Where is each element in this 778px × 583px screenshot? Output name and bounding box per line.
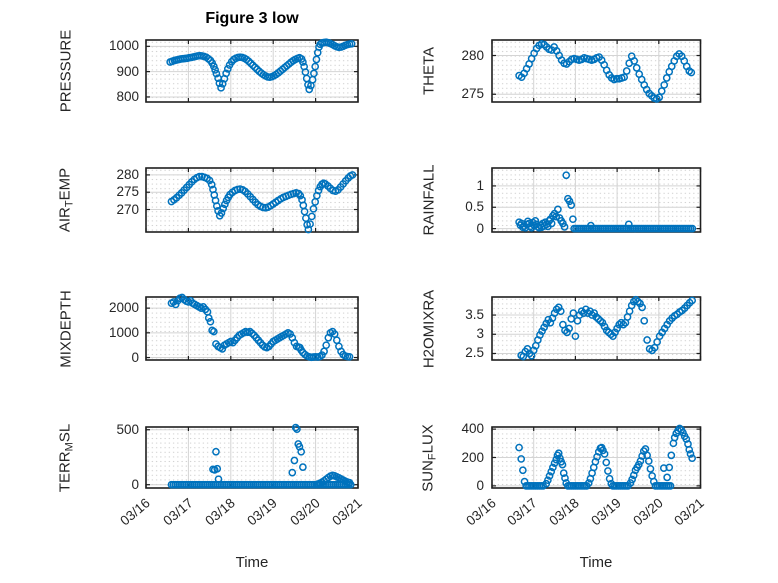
sun_flux-ylabel-part: LUX — [419, 423, 437, 453]
rainfall-ytick-label: 1 — [476, 177, 484, 193]
h2omixra-scatter-points — [516, 295, 696, 361]
air_temp-ytick-label: 275 — [116, 184, 139, 200]
terr_msl-ylabel-part: TERR — [56, 450, 74, 492]
sun_flux-xtick-label: 03/20 — [629, 495, 666, 529]
sun_flux-ylabel-part: F — [426, 452, 439, 460]
sun_flux-xtick-label: 03/21 — [671, 495, 707, 529]
theta-plot — [490, 39, 701, 103]
theta-ylabel-part: THETA — [420, 46, 438, 96]
theta-ylabel: THETA — [421, 47, 438, 95]
sun_flux-ylabel-part: SUN — [419, 459, 437, 492]
sun_flux-xtick-label: 03/19 — [588, 495, 624, 529]
rainfall-plot — [490, 167, 701, 233]
sun_flux-ytick-label: 400 — [461, 421, 484, 437]
terr_msl-xtick-label: 03/16 — [117, 495, 153, 529]
air_temp-plot — [145, 167, 359, 234]
axes-box — [145, 296, 359, 361]
pressure-plot — [145, 38, 359, 103]
axes-box — [490, 39, 701, 103]
terr_msl-xtick-label: 03/17 — [159, 495, 196, 529]
mixdepth-plot — [145, 293, 359, 362]
sun_flux-xtick-label: 03/16 — [462, 495, 499, 529]
rainfall-ylabel-part: RAINFALL — [420, 164, 438, 236]
terr_msl-xtick-label: 03/19 — [244, 495, 281, 529]
axes-box — [145, 39, 359, 103]
air_temp-ylabel-part: EMP — [56, 167, 74, 201]
air_temp-ytick-label: 280 — [116, 166, 139, 182]
axes-box — [490, 426, 701, 489]
pressure-ytick-label: 800 — [116, 88, 139, 104]
pressure-ytick-label: 900 — [116, 63, 139, 79]
air_temp-ylabel-part: AIR — [56, 207, 74, 233]
terr_msl-plot — [145, 423, 359, 489]
rainfall-scatter-points — [514, 171, 696, 233]
sun_flux-ylabel: SUNFLUX — [420, 424, 439, 492]
x-axis-label-right: Time — [579, 554, 613, 571]
terr_msl-ytick-label: 500 — [116, 421, 139, 437]
axes-box — [145, 167, 359, 233]
rainfall-ytick-label: 0.5 — [465, 199, 484, 215]
terr_msl-xtick-label: 03/18 — [202, 495, 238, 529]
sun_flux-scatter-points — [514, 424, 696, 490]
pressure-ytick-label: 1000 — [108, 38, 139, 54]
air_temp-ytick-label: 270 — [116, 201, 139, 217]
mixdepth-ylabel-part: MIXDEPTH — [57, 289, 75, 368]
h2omixra-ylabel: H2OMIXRA — [421, 289, 438, 367]
h2omixra-plot — [490, 295, 701, 361]
rainfall-ylabel: RAINFALL — [421, 165, 438, 236]
pressure-scatter-points — [166, 38, 356, 94]
theta-ytick-label: 275 — [461, 86, 484, 102]
h2omixra-ytick-label: 3 — [476, 326, 484, 342]
minor-grid — [147, 41, 357, 101]
axes-box — [490, 296, 701, 361]
mixdepth-ytick-label: 0 — [131, 349, 139, 365]
figure-title: Figure 3 low — [205, 10, 299, 27]
sun_flux-ytick-label: 200 — [461, 449, 484, 465]
air_temp-ylabel: AIRTEMP — [57, 168, 76, 232]
air_temp-scatter-points — [167, 171, 357, 234]
rainfall-ytick-label: 0 — [476, 220, 484, 236]
terr_msl-ytick-label: 0 — [131, 476, 139, 492]
theta-scatter-points — [514, 40, 695, 103]
mixdepth-ytick-label: 2000 — [108, 300, 139, 316]
mixdepth-scatter-points — [167, 293, 354, 362]
air_temp-ylabel-part: T — [63, 200, 76, 208]
sun_flux-plot — [490, 424, 701, 490]
sun_flux-ytick-label: 0 — [476, 477, 484, 493]
sun_flux-xtick-label: 03/18 — [546, 495, 582, 529]
terr_msl-ylabel: TERRMSL — [57, 423, 76, 491]
terr_msl-xtick-label: 03/20 — [287, 495, 323, 529]
pressure-ylabel-part: PRESSURE — [57, 29, 75, 113]
terr_msl-ylabel-part: M — [63, 441, 76, 451]
terr_msl-ylabel-part: SL — [56, 423, 74, 442]
terr_msl-scatter-points — [167, 423, 355, 489]
h2omixra-ytick-label: 3.5 — [465, 307, 484, 323]
x-axis-label-left: Time — [235, 554, 269, 571]
minor-grid — [147, 428, 357, 487]
theta-ytick-label: 280 — [461, 47, 484, 63]
mixdepth-ytick-label: 1000 — [108, 324, 139, 340]
terr_msl-xtick-label: 03/21 — [329, 495, 365, 529]
pressure-ylabel: PRESSURE — [58, 30, 75, 113]
mixdepth-ylabel: MIXDEPTH — [58, 290, 75, 368]
h2omixra-ytick-label: 2.5 — [465, 345, 484, 361]
sun_flux-xtick-label: 03/17 — [504, 495, 541, 529]
h2omixra-ylabel-part: H2OMIXRA — [420, 289, 438, 368]
